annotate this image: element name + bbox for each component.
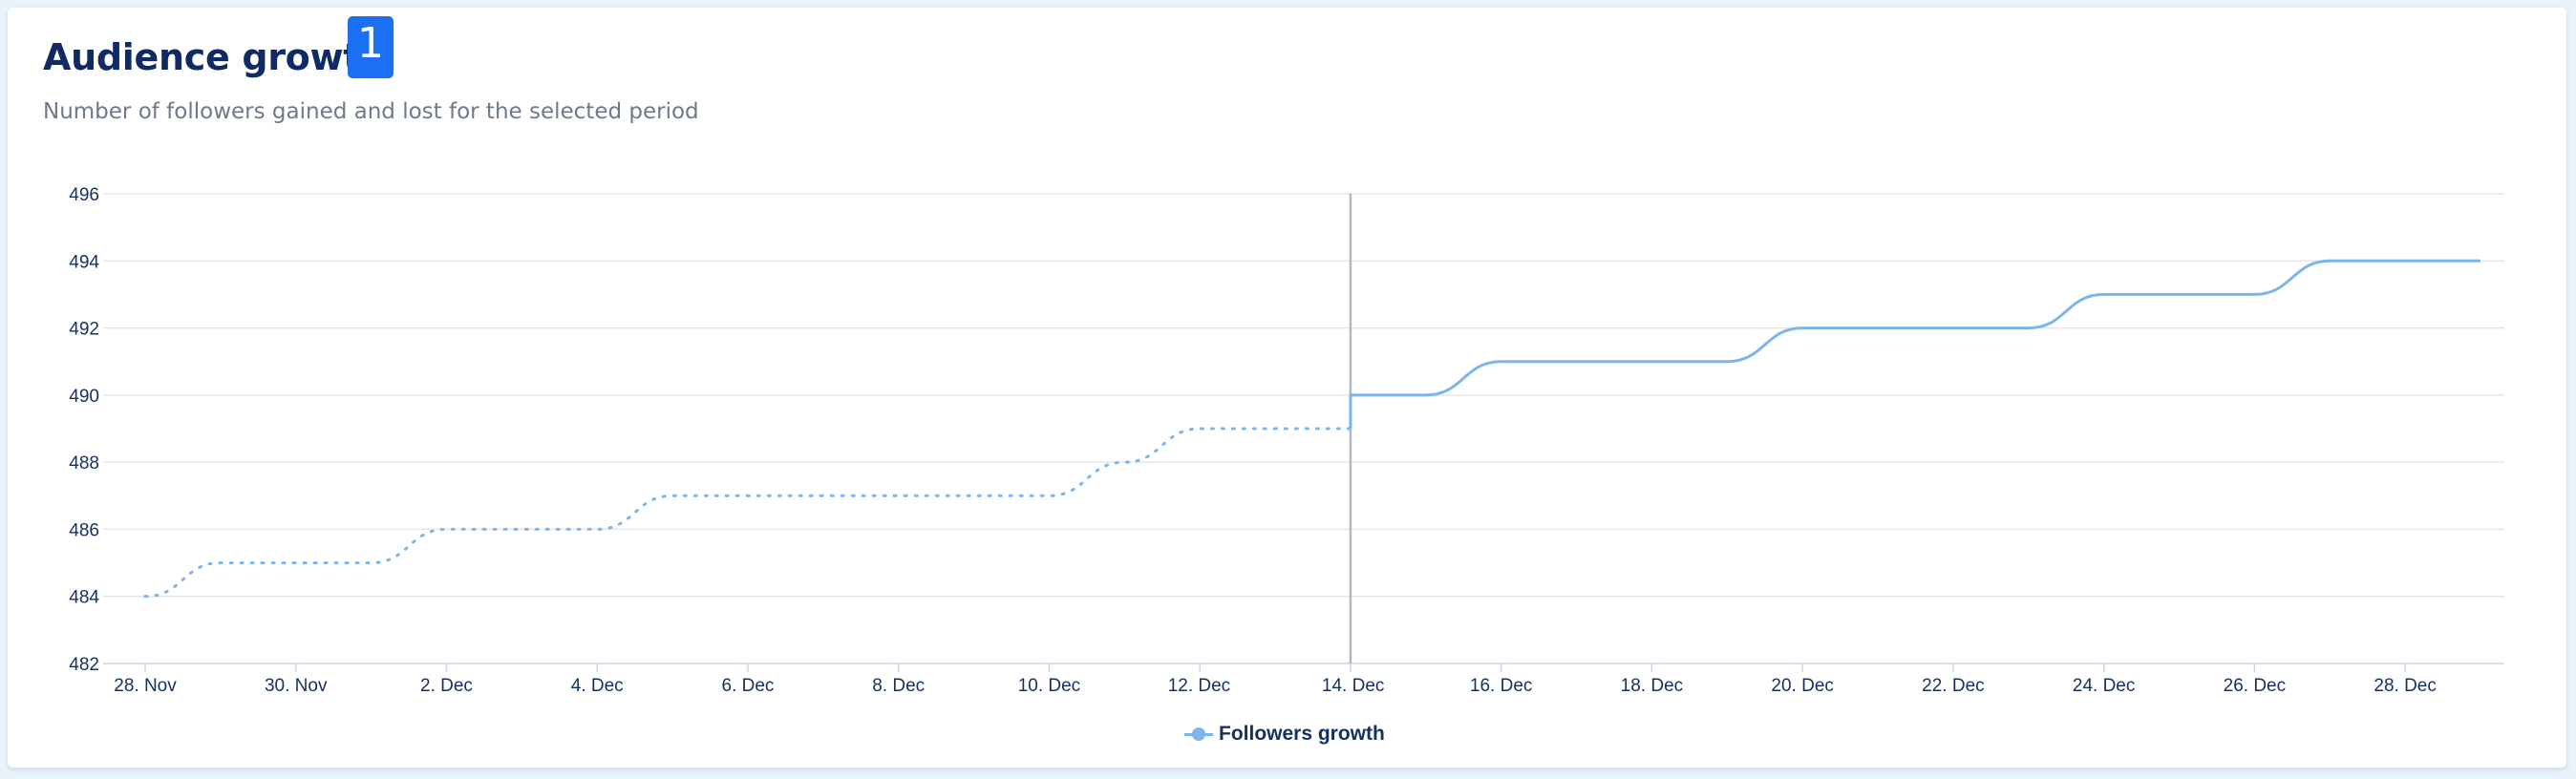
y-tick-label: 488	[69, 453, 99, 474]
y-tick-label: 494	[69, 252, 99, 272]
x-tick-label: 14. Dec	[1322, 676, 1384, 696]
chart-title: Audience growth	[43, 36, 386, 78]
legend-marker-icon	[1184, 725, 1213, 744]
y-tick-label: 486	[69, 520, 99, 540]
x-tick-label: 24. Dec	[2073, 676, 2135, 696]
x-tick-label: 28. Nov	[114, 676, 177, 696]
y-tick-label: 484	[69, 588, 99, 608]
y-axis: 482 484 486 488 490 492 494 496	[69, 185, 99, 675]
notification-badge[interactable]: 1	[348, 16, 394, 78]
chart-legend[interactable]: Followers growth	[1184, 722, 1385, 747]
x-axis: 28. Nov 30. Nov 2. Dec 4. Dec 6. Dec 8. Dec 10…	[114, 663, 2437, 696]
x-tick-label: 30. Nov	[265, 676, 328, 696]
x-tick-label: 28. Dec	[2374, 676, 2436, 696]
x-tick-label: 20. Dec	[1771, 676, 1833, 696]
legend-label: Followers growth	[1219, 723, 1385, 745]
chart-subtitle: Number of followers gained and lost for …	[43, 99, 699, 124]
x-tick-label: 16. Dec	[1470, 676, 1532, 696]
x-tick-label: 10. Dec	[1018, 676, 1080, 696]
y-tick-label: 492	[69, 320, 99, 340]
x-tick-label: 4. Dec	[571, 676, 624, 696]
series-followers-growth[interactable]	[143, 259, 2480, 599]
x-tick-label: 22. Dec	[1922, 676, 1984, 696]
audience-growth-card	[8, 8, 2566, 768]
grid-lines	[103, 193, 2504, 664]
x-tick-label: 12. Dec	[1168, 676, 1230, 696]
y-tick-label: 482	[69, 655, 99, 675]
series-line-previous-period	[143, 427, 1352, 599]
x-tick-label: 26. Dec	[2224, 676, 2286, 696]
x-tick-label: 6. Dec	[722, 676, 775, 696]
series-line-current-period	[1349, 259, 2480, 429]
y-tick-label: 496	[69, 185, 99, 205]
x-tick-label: 18. Dec	[1621, 676, 1683, 696]
x-tick-label: 8. Dec	[872, 676, 925, 696]
y-tick-label: 490	[69, 387, 99, 407]
x-tick-label: 2. Dec	[420, 676, 473, 696]
